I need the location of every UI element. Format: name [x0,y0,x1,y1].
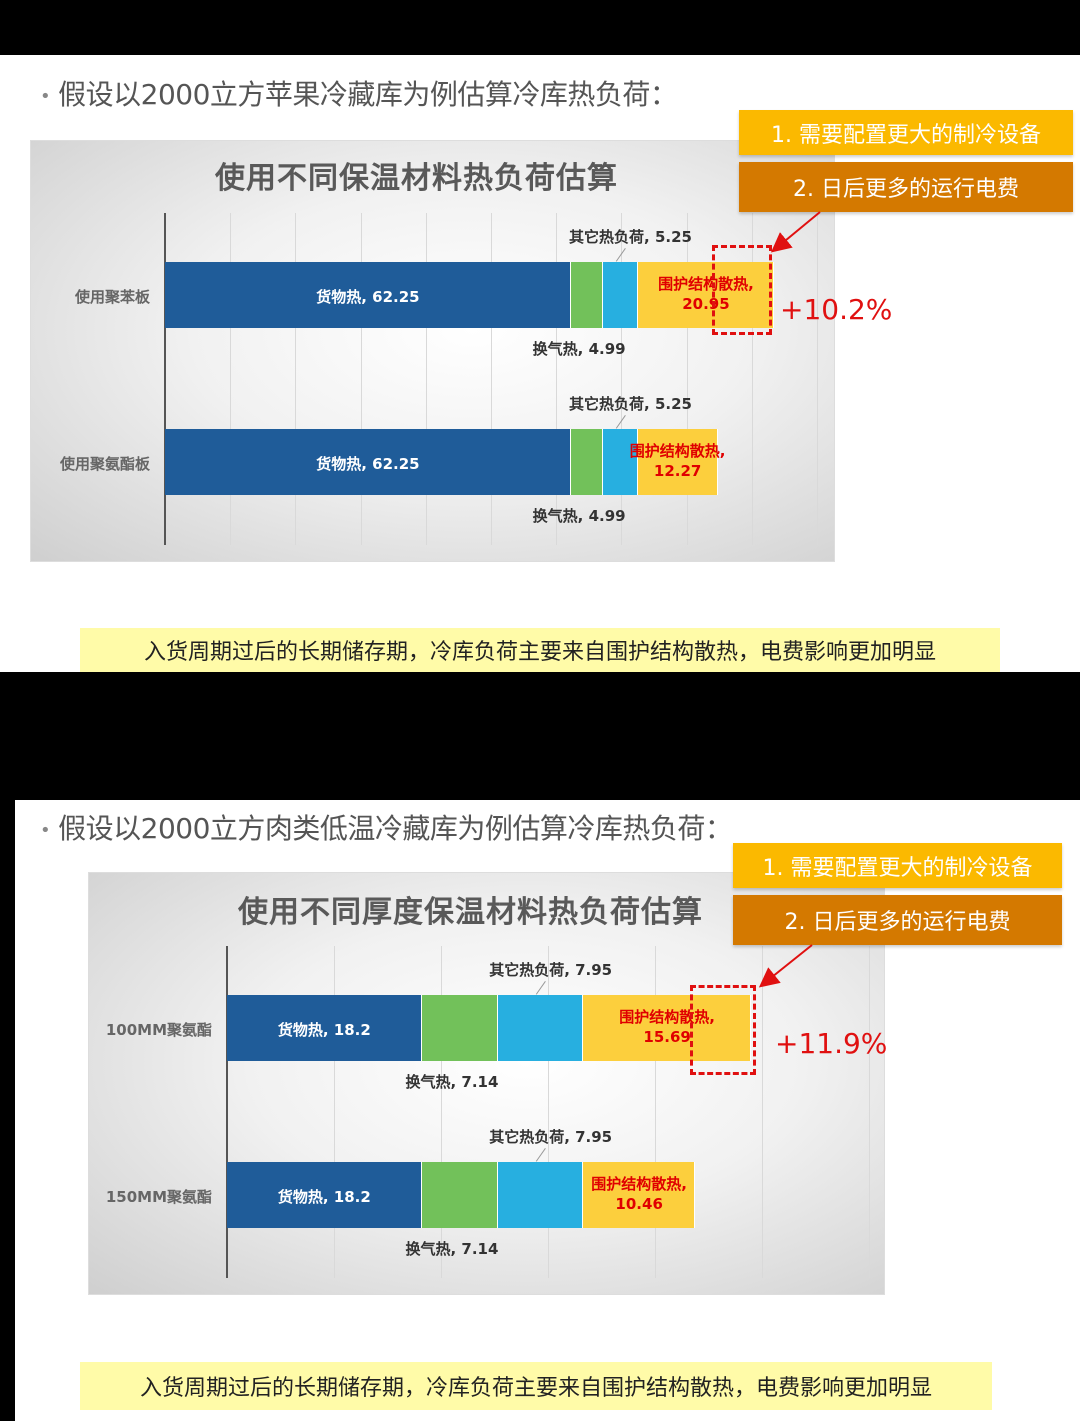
highlight-dashed-box [712,245,772,335]
category-axis [226,946,228,1278]
gridline [751,213,753,545]
category-axis [164,213,166,545]
gridline [655,946,656,1278]
gridline [360,213,362,545]
category-label: 使用聚苯板 [74,288,150,306]
heading-text: 假设以2000立方肉类低温冷藏库为例估算冷库热负荷： [58,812,733,845]
callout-bigger-equipment: 1. 需要配置更大的制冷设备 [733,843,1062,888]
increase-percent: +11.9% [775,1027,888,1060]
chart-1-title: 使用不同保温材料热负荷估算 [215,161,618,196]
data-label-other: 其它热负荷, 7.95 [489,1128,613,1146]
slide-2-banner: 入货周期过后的长期储存期，冷库负荷主要来自围护结构散热，电费影响更加明显 [80,1362,992,1410]
gridline [621,213,623,545]
gridline [230,213,232,545]
enclosure-value: 20.95 [682,295,730,313]
enclosure-name: 围护结构散热, [629,442,726,460]
data-label-goods: 货物热, 18.2 [277,1188,371,1206]
highlight-dashed-box [690,985,756,1075]
arrow-icon [770,211,821,253]
data-label-enclosure: 围护结构散热, 12.27 [630,441,726,481]
enclosure-name: 围护结构散热, [658,275,754,293]
data-label-ventilation: 换气热, 7.14 [405,1240,499,1258]
callout-more-electricity: 2. 日后更多的运行电费 [739,162,1073,212]
gridline [425,213,427,545]
slide-2-heading: • 假设以2000立方肉类低温冷藏库为例估算冷库热负荷： [40,812,733,845]
category-label: 150MM聚氨酯 [105,1188,212,1206]
bar-segment-goods [165,429,571,495]
slide-1-heading: • 假设以2000立方苹果冷藏库为例估算冷库热负荷： [40,78,678,111]
data-label-ventilation: 换气热, 4.99 [532,340,626,358]
data-label-other: 其它热负荷, 5.25 [569,228,692,246]
bar-segment-other [603,429,638,495]
chart-2-title: 使用不同厚度保温材料热负荷估算 [238,895,703,930]
gridline [334,946,335,1278]
callout-more-electricity: 2. 日后更多的运行电费 [733,895,1062,945]
arrow-icon [758,944,813,988]
heading-text: 假设以2000立方苹果冷藏库为例估算冷库热负荷： [58,78,678,111]
data-label-enclosure: 围护结构散热, 20.95 [658,274,754,314]
data-label-ventilation: 换气热, 7.14 [405,1073,499,1091]
category-label: 100MM聚氨酯 [105,1021,212,1039]
gridline [762,946,763,1278]
bar-segment-ventilation [421,1162,499,1228]
bar-segment-other [498,995,584,1061]
gridline [556,213,558,545]
bar-segment-ventilation [570,262,604,328]
category-label: 使用聚氨酯板 [59,455,150,473]
enclosure-name: 围护结构散热, [591,1175,688,1193]
bar-segment-other [603,262,638,328]
gridline [491,213,492,545]
enclosure-value: 10.46 [615,1195,663,1213]
gridline [548,946,549,1278]
callout-bigger-equipment: 1. 需要配置更大的制冷设备 [739,110,1073,155]
bar-segment-enclosure [637,262,775,328]
bar-segment-goods [227,995,422,1061]
bar-segment-enclosure [583,995,752,1061]
data-label-ventilation: 换气热, 4.99 [532,507,626,525]
bar-segment-ventilation [421,995,499,1061]
data-label-goods: 货物热, 62.25 [316,288,420,306]
data-label-other: 其它热负荷, 5.25 [569,395,692,413]
gridline [441,946,442,1278]
data-label-goods: 货物热, 62.25 [316,455,420,473]
gridline [686,213,688,545]
slide-1-banner: 入货周期过后的长期储存期，冷库负荷主要来自围护结构散热，电费影响更加明显 [80,628,1000,672]
bar-segment-goods [165,262,571,328]
bar-segment-other [498,1162,584,1228]
bar-segment-enclosure [583,1162,696,1228]
enclosure-value: 15.69 [643,1028,691,1046]
data-label-enclosure: 围护结构散热, 10.46 [591,1174,687,1214]
increase-percent: +10.2% [780,293,893,326]
data-label-goods: 货物热, 18.2 [277,1021,371,1039]
gridline [295,213,297,545]
data-label-other: 其它热负荷, 7.95 [489,961,613,979]
bar-segment-ventilation [570,429,604,495]
enclosure-value: 12.27 [653,462,702,480]
gridline [869,946,870,1278]
bar-segment-enclosure [637,429,718,495]
bar-segment-goods [227,1162,422,1228]
gridline [817,213,818,545]
